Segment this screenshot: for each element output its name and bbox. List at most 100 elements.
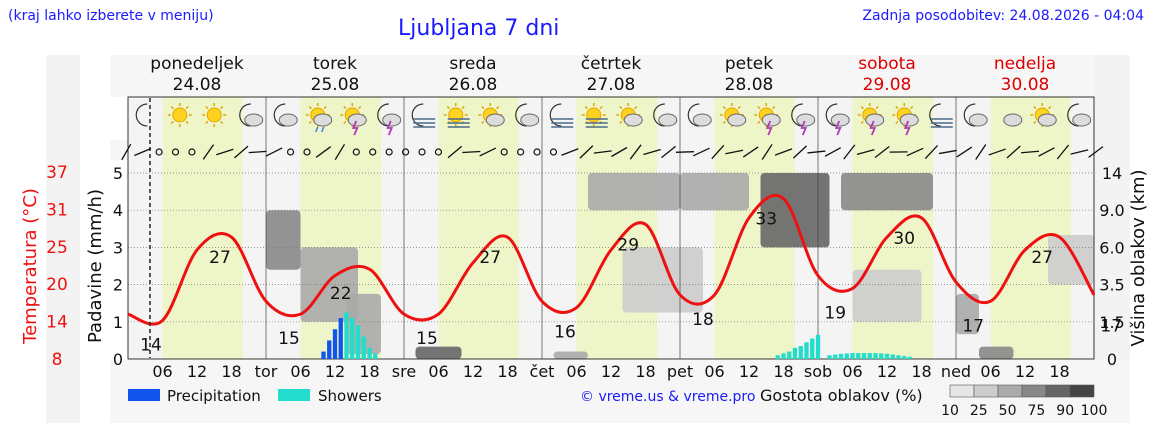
shower-bar: [798, 345, 803, 359]
wind-barb: [675, 151, 694, 153]
wind-barb: [692, 147, 710, 157]
wind-calm-marker: [286, 148, 295, 156]
wind-barb: [711, 144, 725, 160]
shower-bar: [844, 353, 849, 359]
day-date: 30.08: [1001, 75, 1050, 95]
wind-barb: [742, 146, 759, 158]
cloud-shape: [520, 113, 540, 127]
shower-bar: [810, 338, 815, 359]
cloud-shape: [382, 113, 402, 127]
precipitation-bar: [338, 318, 343, 359]
density-tick: 100: [1081, 403, 1108, 419]
shower-bar: [787, 351, 792, 359]
sun-ray: [875, 105, 879, 110]
sun-cloud-icon: [616, 103, 643, 127]
sun-ray: [170, 120, 174, 125]
sun-ray: [446, 105, 450, 110]
shower-bar: [879, 353, 884, 359]
wind-barb: [1056, 144, 1070, 160]
wind-calm-marker: [500, 148, 508, 156]
wind-calm-marker: [517, 148, 525, 156]
moon-thunder-icon: [791, 103, 816, 136]
lightning-bolt: [903, 120, 911, 136]
day-name: torek: [313, 54, 357, 74]
hour-tick-label: 12: [187, 362, 207, 381]
shower-bar: [907, 356, 913, 359]
temperature-tick: 37: [46, 163, 68, 183]
cloud-layer: [1048, 235, 1094, 285]
precipitation-tick: 4: [113, 201, 123, 220]
wind-barb: [874, 145, 890, 159]
precipitation-axis-label: Padavine (mm/h): [85, 189, 106, 343]
night-band: [933, 97, 956, 359]
temperature-tick: 8: [52, 350, 63, 370]
sun-ray: [461, 105, 465, 110]
wind-calm-marker: [352, 148, 360, 156]
weather-icons: [135, 103, 1092, 136]
hour-tick-label: 18: [635, 362, 655, 381]
lightning-bolt: [869, 120, 877, 136]
temperature-value-label: 29: [617, 235, 639, 255]
wind-barb: [216, 148, 234, 156]
sun-fog-icon: [581, 103, 608, 128]
cloud-layer: [956, 293, 979, 335]
sun-ray: [205, 120, 209, 125]
wind-calm-marker: [385, 148, 393, 156]
sun-ray: [205, 105, 209, 110]
temperature-tick: 25: [46, 238, 68, 258]
temperature-value-label: 16: [554, 323, 576, 343]
wind-barb: [265, 147, 283, 157]
hour-tick-label: 18: [221, 362, 241, 381]
sun-cloud-icon: [719, 103, 747, 127]
precipitation-bar: [332, 329, 338, 359]
day-tick-label: sob: [804, 362, 832, 381]
hour-tick-label: 12: [877, 362, 897, 381]
density-swatch: [949, 384, 975, 398]
x-axis-labels: 06 12 18 06 12 18 tor 06 12 18 sre 06 12 18 čet 06 12 18 p…: [152, 362, 1069, 381]
hour-tick-label: 12: [601, 362, 621, 381]
sun-ray: [308, 105, 312, 110]
sun-thunder-icon: [754, 103, 781, 136]
temperature-value-label: 22: [330, 284, 352, 304]
hour-tick-label: 06: [566, 362, 586, 381]
lightning-bolt: [765, 120, 773, 136]
wind-barb: [579, 145, 594, 159]
sun-ray: [584, 105, 588, 110]
wind-barb: [315, 146, 332, 158]
day-date: 25.08: [311, 75, 360, 95]
rain-drop: [321, 126, 325, 133]
wind-calm-marker: [434, 148, 443, 156]
wind-barb: [643, 148, 661, 156]
cloud-density-title: Gostota oblakov (%): [760, 386, 923, 405]
wind-barb: [334, 143, 346, 161]
cloud-shape: [830, 113, 850, 127]
sun-ray: [1033, 120, 1037, 125]
sun-icon: [202, 103, 227, 127]
density-swatch: [1045, 384, 1071, 398]
temperature-tick: 31: [46, 200, 68, 220]
sun-ray: [722, 120, 726, 125]
cloud-layer: [553, 351, 588, 359]
sun-ray: [481, 105, 485, 110]
moon-cloud-icon: [239, 103, 264, 127]
day-band: [162, 97, 243, 359]
wind-calm-marker: [303, 148, 311, 156]
cloud-shape: [658, 113, 678, 127]
density-tick: 90: [1056, 403, 1074, 419]
moon-cloud-icon: [963, 103, 988, 127]
temperature-tick: 20: [46, 275, 68, 295]
temperature-line: [127, 193, 1096, 326]
shower-bar: [804, 342, 809, 359]
sun-thunder-icon: [340, 103, 367, 136]
wind-calm-marker: [171, 148, 180, 156]
precipitation-axis: Padavine (mm/h) 5 4 3 2 1 0: [85, 164, 123, 369]
credit-link[interactable]: © vreme.us & vreme.pro: [580, 389, 755, 405]
sun-ray: [343, 105, 347, 110]
wind-barb: [956, 146, 973, 158]
day-date: 27.08: [587, 75, 636, 95]
legend: Precipitation Showers © vreme.us & vreme…: [128, 384, 1108, 419]
day-name: četrtek: [581, 54, 642, 74]
temperature-value-label: 27: [209, 248, 231, 268]
